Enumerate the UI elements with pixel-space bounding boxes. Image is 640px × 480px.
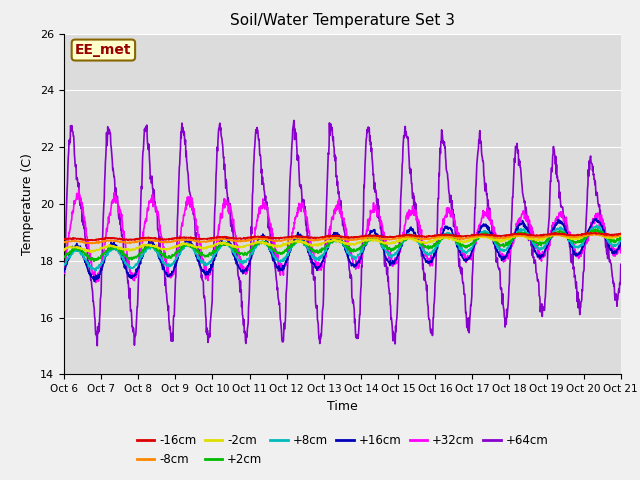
- Y-axis label: Temperature (C): Temperature (C): [22, 153, 35, 255]
- Legend: -16cm, -8cm, -2cm, +2cm, +8cm, +16cm, +32cm, +64cm: -16cm, -8cm, -2cm, +2cm, +8cm, +16cm, +3…: [132, 430, 553, 471]
- X-axis label: Time: Time: [327, 400, 358, 413]
- Text: EE_met: EE_met: [75, 43, 132, 57]
- Title: Soil/Water Temperature Set 3: Soil/Water Temperature Set 3: [230, 13, 455, 28]
